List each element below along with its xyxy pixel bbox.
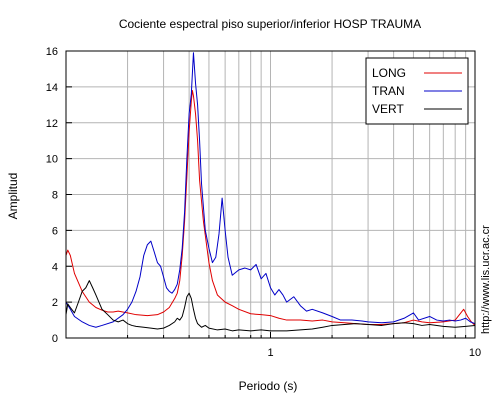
legend-label: VERT (372, 102, 404, 116)
y-tick-label: 6 (52, 225, 58, 237)
y-tick-label: 10 (46, 154, 58, 166)
y-tick-label: 14 (46, 82, 58, 94)
y-axis-label: Amplitud (6, 173, 20, 220)
y-tick-label: 0 (52, 333, 58, 345)
chart-title: Cociente espectral piso superior/inferio… (119, 17, 421, 31)
y-tick-label: 8 (52, 190, 58, 202)
legend-label: LONG (372, 66, 406, 80)
series-layer (66, 52, 475, 332)
credit-url: http://www.lis.ucr.ac.cr (480, 225, 492, 334)
legend-label: TRAN (372, 84, 405, 98)
legend: LONG TRAN VERT (365, 57, 469, 125)
series-line-vert (66, 280, 475, 332)
x-tick-label: 1 (267, 347, 273, 359)
y-tick-label: 12 (46, 118, 58, 130)
series-line-tran (66, 52, 475, 328)
tick-layer: 0 2 4 6 8 10 12 14 16 1 10 (46, 46, 481, 359)
y-tick-label: 4 (52, 261, 58, 273)
y-tick-label: 2 (52, 297, 58, 309)
x-axis-label: Periodo (s) (239, 379, 298, 393)
y-tick-label: 16 (46, 46, 58, 58)
x-tick-label: 10 (469, 347, 481, 359)
